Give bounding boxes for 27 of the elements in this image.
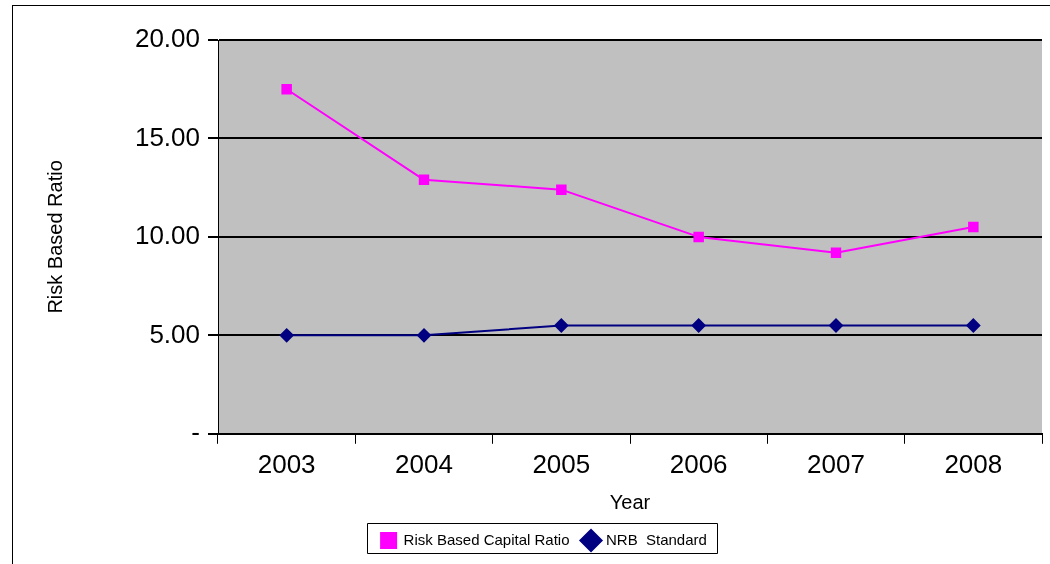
x-tick-label: 2006 bbox=[669, 448, 728, 479]
point bbox=[554, 318, 569, 333]
point bbox=[417, 328, 431, 343]
x-tick-label: 2004 bbox=[395, 448, 453, 479]
y-tick-label: 20.00 bbox=[134, 23, 200, 54]
x-axis-title: Year bbox=[609, 490, 651, 513]
point bbox=[830, 247, 842, 258]
legend-label: NRB Standard bbox=[606, 530, 707, 548]
point bbox=[691, 318, 706, 333]
y-axis-title: Risk Based Ratio bbox=[43, 160, 66, 314]
y-tick-label: - bbox=[191, 416, 200, 447]
y-tick-label: 10.00 bbox=[134, 220, 200, 251]
y-tick-label: 15.00 bbox=[134, 121, 200, 152]
point bbox=[966, 318, 981, 333]
point bbox=[418, 174, 430, 186]
point bbox=[556, 184, 567, 195]
x-tick-label: 2003 bbox=[257, 448, 316, 479]
point bbox=[829, 318, 843, 333]
point bbox=[968, 221, 979, 233]
point bbox=[279, 328, 294, 343]
point bbox=[693, 231, 704, 243]
y-tick-label: 5.00 bbox=[149, 318, 200, 349]
x-tick-label: 2008 bbox=[944, 448, 1003, 479]
legend-label: Risk Based Capital Ratio bbox=[403, 530, 570, 548]
x-tick-label: 2007 bbox=[807, 448, 865, 479]
point bbox=[281, 83, 292, 95]
x-tick-label: 2005 bbox=[532, 448, 591, 479]
